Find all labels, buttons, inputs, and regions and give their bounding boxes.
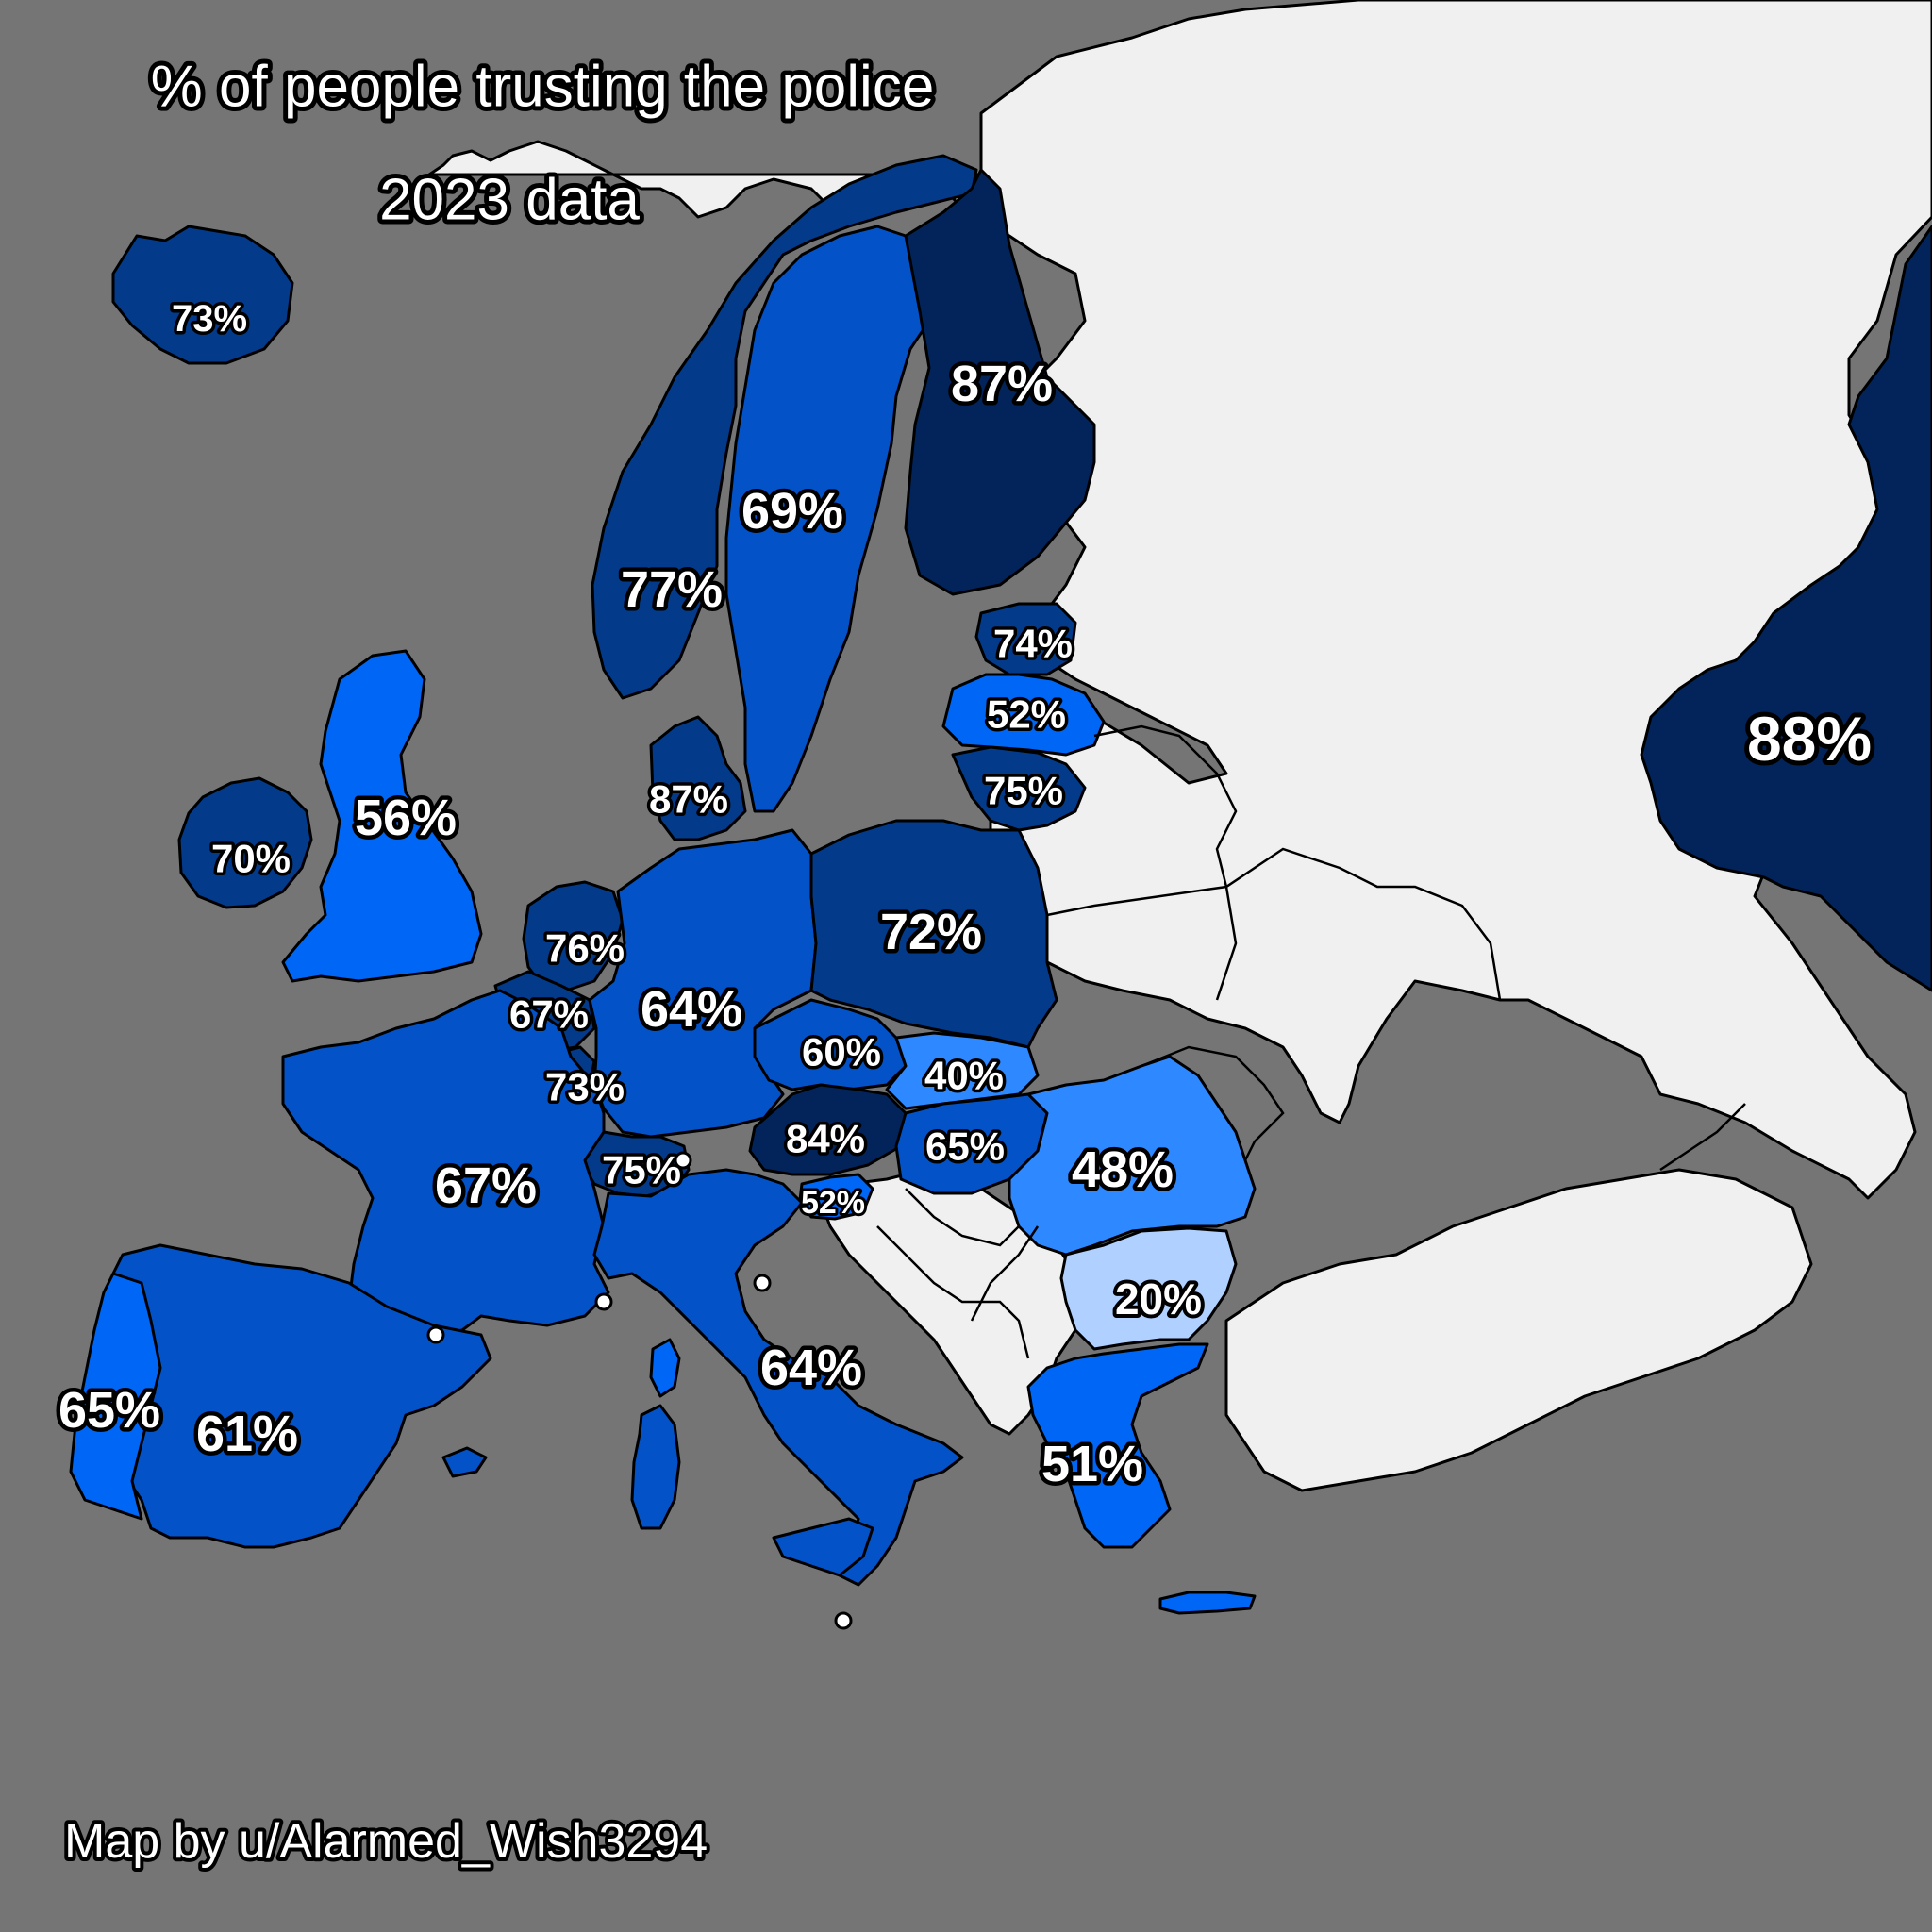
label-hungary: 65% (925, 1124, 1005, 1169)
label-france: 67% (435, 1158, 537, 1214)
label-romania: 48% (1072, 1141, 1174, 1198)
label-ireland: 70% (211, 837, 291, 881)
uk-region (281, 649, 483, 983)
label-slovenia: 52% (801, 1185, 865, 1221)
label-sweden: 69% (741, 483, 843, 540)
label-italy: 64% (760, 1340, 862, 1396)
city-dot-5 (834, 1611, 853, 1630)
slovenia-region (798, 1173, 874, 1221)
label-czechia: 60% (802, 1030, 881, 1074)
sardinia-region (630, 1404, 681, 1530)
label-poland: 72% (880, 904, 982, 960)
corsica-region (649, 1338, 681, 1398)
label-iceland: 73% (172, 298, 247, 340)
norway-region (591, 154, 978, 700)
label-switzerland: 75% (602, 1148, 681, 1192)
label-latvia: 52% (987, 692, 1066, 737)
label-estonia: 74% (993, 622, 1073, 666)
eastern-borders (876, 724, 1746, 1359)
label-lithuania: 75% (984, 769, 1063, 813)
italy-region (592, 1168, 964, 1587)
ireland-region (177, 776, 313, 909)
label-denmark: 87% (649, 777, 728, 822)
label-luxembourg: 73% (545, 1065, 625, 1109)
netherlands-region (522, 880, 625, 992)
map-subtitle: 2023 data (379, 168, 640, 233)
lithuania-region (951, 745, 1087, 832)
portugal-region (69, 1272, 162, 1521)
city-dot-1 (674, 1151, 692, 1170)
label-greece: 51% (1041, 1436, 1143, 1492)
denmark-region (649, 715, 747, 841)
france-region (281, 989, 610, 1337)
estonia-region (974, 602, 1077, 676)
label-spain: 61% (196, 1406, 298, 1462)
sicily-region (772, 1517, 874, 1577)
label-slovakia: 40% (924, 1054, 1004, 1098)
greece-region (1026, 1342, 1209, 1549)
label-norway: 77% (621, 561, 723, 618)
city-dot-2 (594, 1292, 613, 1311)
poland-region (809, 819, 1058, 1049)
map-title: % of people trusting the police (151, 55, 935, 120)
label-belgium: 67% (509, 992, 589, 1037)
finland-region (904, 168, 1096, 596)
label-germany: 64% (641, 981, 742, 1038)
label-portugal: 65% (58, 1382, 160, 1439)
crete-region (1158, 1591, 1257, 1615)
bulgaria-region (1059, 1226, 1238, 1351)
sweden-region (724, 225, 931, 813)
label-bulgaria: 20% (1115, 1274, 1202, 1324)
balearic-region (441, 1446, 488, 1478)
label-finland: 87% (951, 356, 1053, 412)
label-austria: 84% (786, 1117, 865, 1161)
map-credit: Map by u/Alarmed_Wish3294 (64, 1814, 708, 1869)
label-netherlands: 76% (545, 926, 625, 971)
iceland-region (111, 225, 294, 365)
turkey-no-data (1224, 1168, 1813, 1492)
city-dot-4 (753, 1274, 772, 1292)
label-kazakhstan: 88% (1747, 704, 1872, 774)
city-dot-3 (426, 1325, 445, 1344)
kazakhstan-region (1640, 225, 1932, 992)
latvia-region (941, 673, 1106, 757)
label-uk: 56% (355, 790, 457, 846)
czechia-region (753, 998, 908, 1091)
